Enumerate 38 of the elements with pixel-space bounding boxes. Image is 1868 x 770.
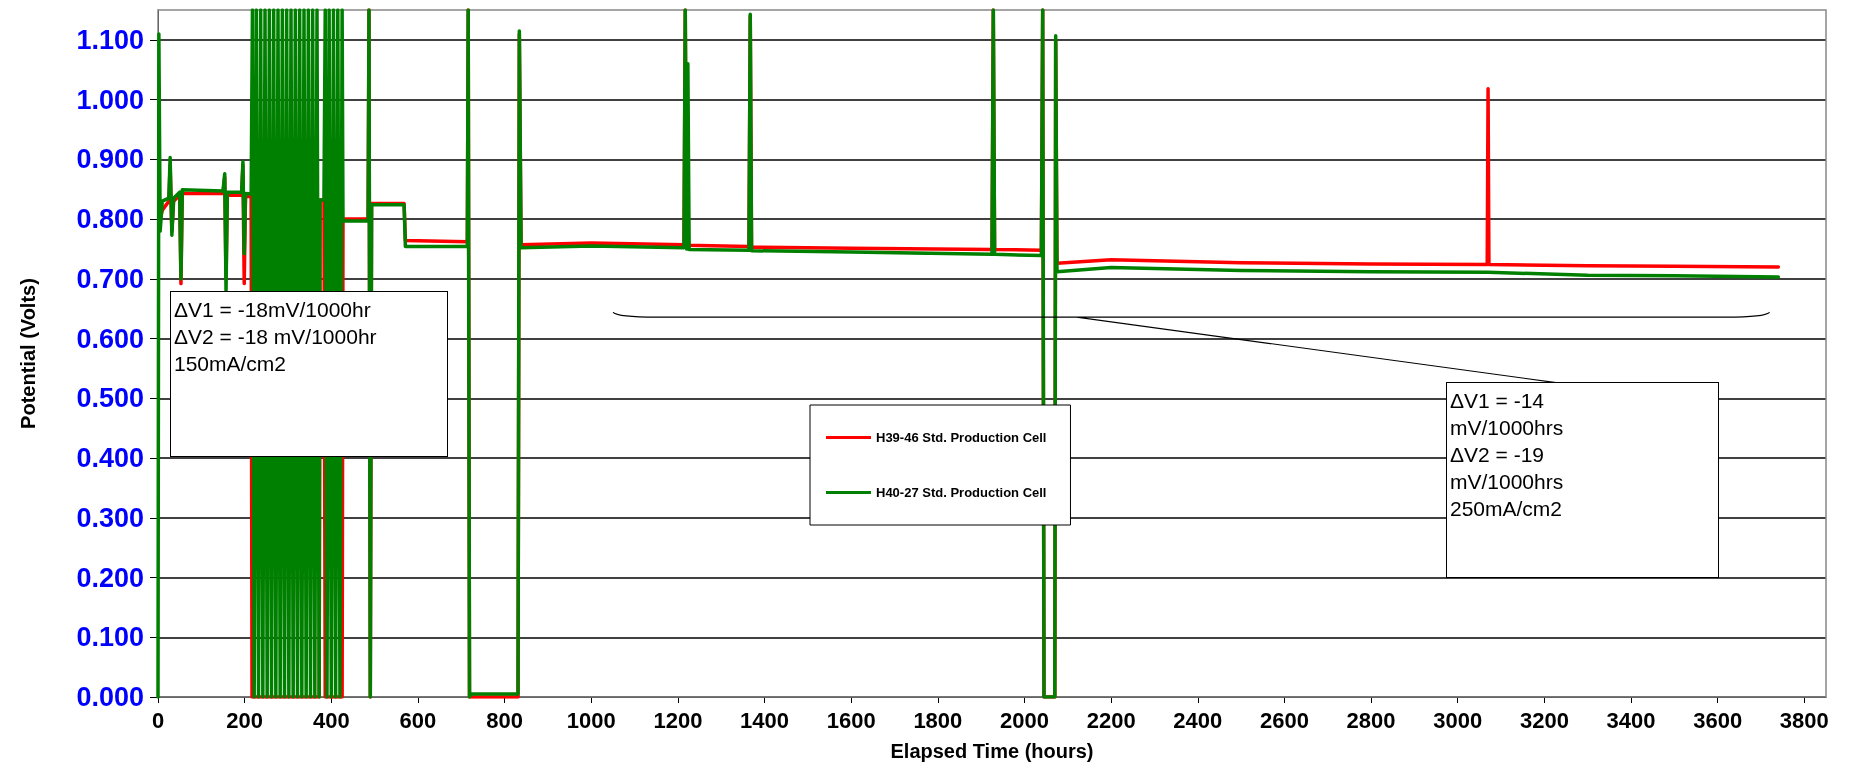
x-tick-label: 1400 (740, 707, 790, 733)
x-tick-label: 1600 (826, 707, 876, 733)
y-tick-label: 0.800 (76, 204, 144, 235)
y-tick-label: 1.000 (76, 84, 144, 115)
x-tick-label: 2400 (1173, 707, 1223, 733)
x-axis-title: Elapsed Time (hours) (890, 740, 1094, 762)
legend-label: H40-27 Std. Production Cell (876, 485, 1047, 500)
y-tick-label: 0.100 (76, 622, 144, 653)
x-tick-label: 2000 (1000, 707, 1049, 733)
x-tick-label: 1200 (653, 707, 703, 733)
x-tick-label: 3600 (1693, 707, 1743, 733)
y-tick-label: 0.900 (76, 144, 144, 175)
y-tick-label: 0.400 (76, 443, 144, 474)
x-tick-label: 600 (399, 707, 437, 733)
y-axis-title: Potential (Volts) (17, 278, 39, 429)
note-box: ΔV1 = -14 mV/1000hrs ΔV2 = -19 mV/1000hrs 250mA/cm2 (1446, 382, 1719, 578)
x-tick-label: 400 (312, 707, 350, 733)
x-tick-label: 200 (226, 707, 264, 733)
y-tick-label: 1.100 (76, 24, 144, 55)
y-tick-label: 0.700 (76, 263, 144, 294)
x-tick-label: 2800 (1346, 707, 1396, 733)
legend-label: H39-46 Std. Production Cell (876, 430, 1047, 445)
x-tick-label: 3400 (1606, 707, 1656, 733)
y-tick-label: 0.600 (76, 323, 144, 354)
x-tick-label: 3800 (1779, 707, 1829, 733)
x-tick-label: 1000 (566, 707, 616, 733)
note-box: ΔV1 = -18mV/1000hr ΔV2 = -18 mV/1000hr 150mA/cm2 (170, 291, 448, 457)
y-tick-label: 0.500 (76, 383, 144, 414)
y-tick-label: 0.000 (76, 682, 144, 712)
x-tick-label: 800 (486, 707, 523, 733)
y-tick-label: 0.300 (76, 502, 144, 533)
x-tick-label: 3000 (1433, 707, 1483, 733)
x-tick-label: 3200 (1519, 707, 1569, 733)
x-tick-label: 2200 (1086, 707, 1136, 733)
x-tick-label: 0 (151, 707, 165, 733)
x-tick-label: 2600 (1259, 707, 1309, 733)
x-tick-label: 1800 (913, 707, 963, 733)
y-tick-label: 0.200 (76, 562, 144, 593)
